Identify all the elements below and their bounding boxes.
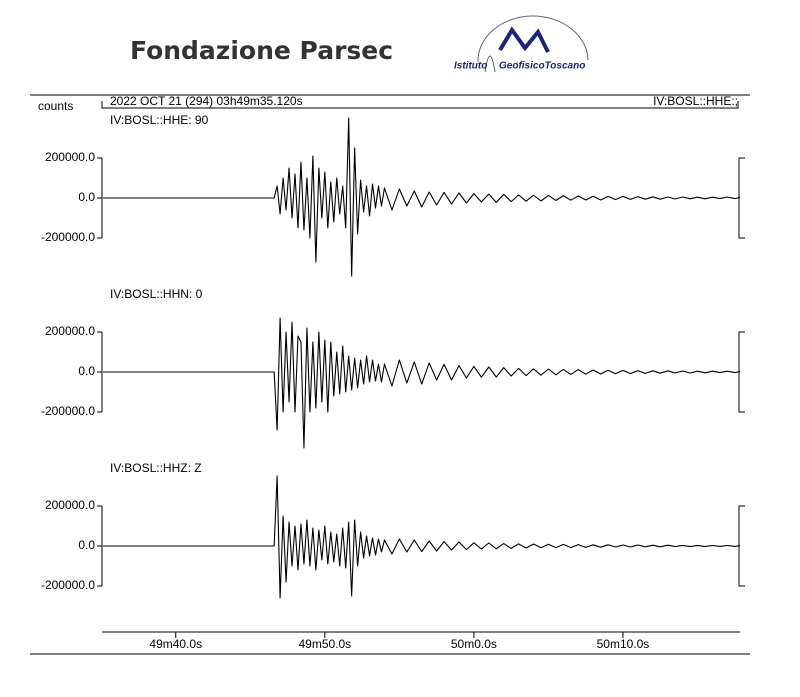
y-tick-label: 200000.0 [45, 324, 95, 338]
y-tick-label: -200000.0 [41, 404, 95, 418]
trace [103, 317, 741, 449]
y-tick-label: 200000.0 [45, 498, 95, 512]
station-label: IV:BOSL::HHE:; [653, 94, 738, 108]
x-tick-label: 50m10.0s [597, 637, 650, 651]
time-bar [101, 101, 739, 109]
trace [103, 117, 741, 277]
y-tick-label: -200000.0 [41, 230, 95, 244]
scale-bracket [738, 157, 745, 239]
y-tick-label: -200000.0 [41, 578, 95, 592]
logo-mark [498, 26, 550, 53]
logo: Istituto GeofisicoToscano [454, 15, 589, 73]
y-tick-label: 0.0 [78, 364, 95, 378]
x-tick-label: 49m40.0s [149, 637, 202, 651]
trace-title: IV:BOSL::HHE: 90 [110, 113, 209, 127]
x-tick-label: 50m0.0s [451, 637, 497, 651]
logo-arc [477, 15, 589, 63]
y-tick-label: 0.0 [78, 190, 95, 204]
logo-text: Istituto [454, 61, 487, 72]
trace-title: IV:BOSL::HHN: 0 [110, 287, 203, 301]
units-label: counts [38, 99, 73, 113]
trace-title: IV:BOSL::HHZ: Z [110, 461, 202, 475]
logo-wave [484, 55, 496, 73]
y-tick-label: 0.0 [78, 538, 95, 552]
start-time: 2022 OCT 21 (294) 03h49m35.120s [110, 94, 303, 108]
x-tick-label: 49m50.0s [298, 637, 351, 651]
page-title: Fondazione Parsec [130, 36, 393, 65]
y-tick-label: 200000.0 [45, 150, 95, 164]
logo-text: GeofisicoToscano [499, 61, 585, 72]
trace [103, 475, 741, 599]
